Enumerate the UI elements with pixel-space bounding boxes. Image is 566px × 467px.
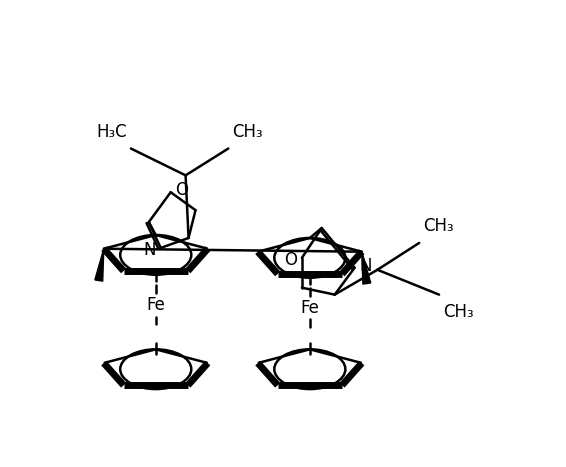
Text: N: N bbox=[359, 257, 372, 275]
Text: CH₃: CH₃ bbox=[443, 303, 474, 320]
Polygon shape bbox=[362, 252, 371, 284]
Text: H₃C: H₃C bbox=[96, 122, 127, 141]
Text: CH₃: CH₃ bbox=[232, 122, 263, 141]
Text: CH₃: CH₃ bbox=[423, 217, 454, 235]
Text: N: N bbox=[144, 241, 156, 259]
Text: O: O bbox=[285, 251, 298, 269]
Polygon shape bbox=[95, 249, 104, 281]
Text: Fe: Fe bbox=[301, 298, 319, 317]
Text: O: O bbox=[175, 181, 188, 199]
Text: Fe: Fe bbox=[147, 296, 165, 313]
